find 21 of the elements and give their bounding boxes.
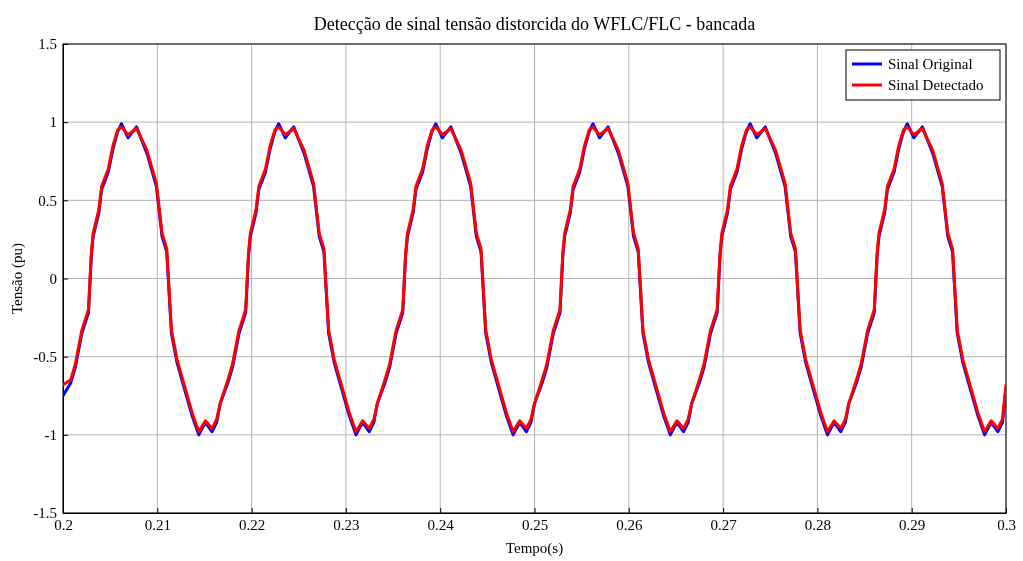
- x-tick-label: 0.3: [997, 516, 1016, 533]
- y-tick-label: 0: [49, 270, 57, 287]
- y-tick-label: -1: [44, 427, 57, 444]
- y-tick-label: 0.5: [38, 192, 57, 209]
- x-tick-label: 0.28: [804, 516, 832, 533]
- x-tick-label: 0.23: [333, 516, 360, 533]
- y-tick-label: 1: [49, 114, 57, 131]
- legend-label: Sinal Detectado: [888, 77, 984, 93]
- x-tick-label: 0.27: [710, 516, 738, 533]
- x-tick-label: 0.29: [899, 516, 926, 533]
- y-axis-title: Tensão (pu): [9, 242, 26, 315]
- x-tick-label: 0.26: [616, 516, 643, 533]
- y-tick-label: 1.5: [38, 36, 57, 53]
- x-tick-label: 0.22: [238, 516, 266, 533]
- x-axis-title: Tempo(s): [505, 540, 564, 557]
- legend-label: Sinal Original: [888, 56, 973, 72]
- x-tick-label: 0.21: [144, 516, 171, 533]
- x-tick-label: 0.25: [521, 516, 549, 533]
- x-tick-label: 0.24: [427, 516, 455, 533]
- y-tick-label: -0.5: [33, 348, 57, 365]
- chart-title: Detecção de sinal tensão distorcida do WFLC/FLC - bancada: [313, 14, 756, 34]
